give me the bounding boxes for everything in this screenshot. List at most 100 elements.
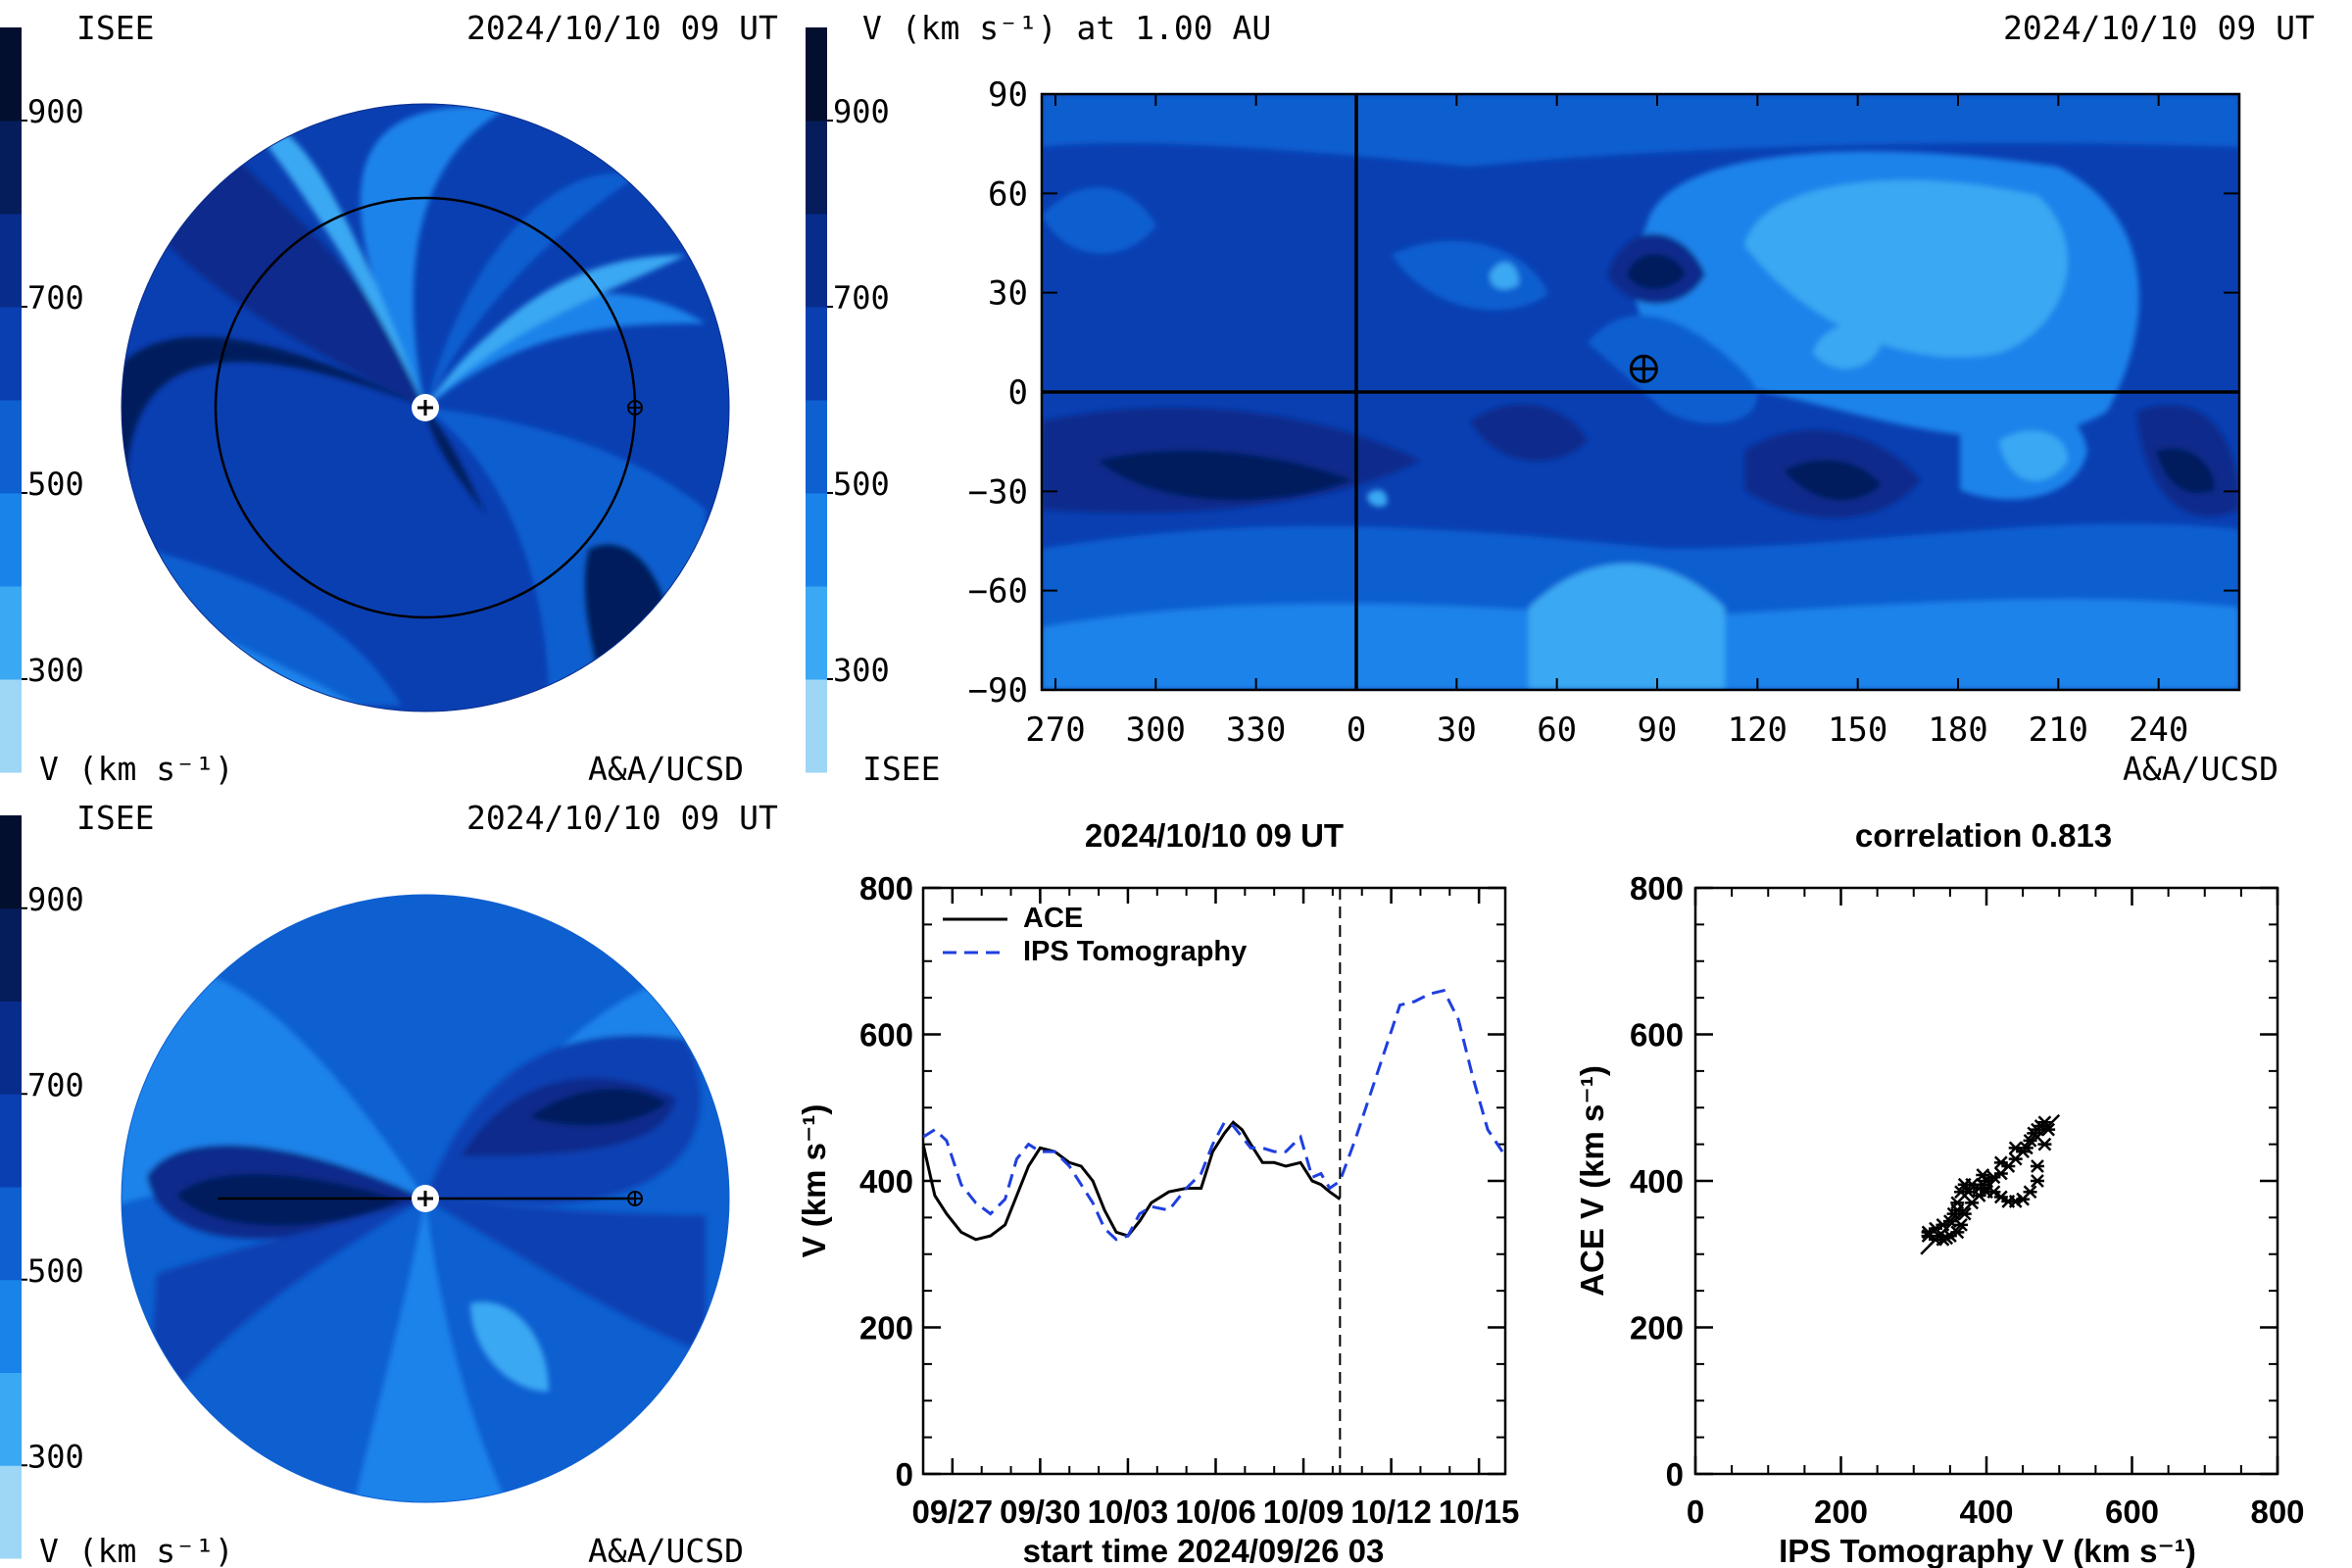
scatter-point bbox=[2041, 1122, 2056, 1137]
timeseries-legend: ACE IPS Tomography bbox=[943, 903, 1247, 967]
y-tick-label: 400 bbox=[1630, 1163, 1684, 1200]
colorbar-swatch bbox=[0, 1094, 22, 1188]
map-x-tick-label: 60 bbox=[1537, 710, 1577, 750]
sun-cross-icon bbox=[417, 400, 433, 416]
series-line-ace bbox=[923, 1120, 1342, 1242]
y-tick-label: 0 bbox=[896, 1456, 913, 1493]
map-y-tick-label: 30 bbox=[988, 274, 1028, 314]
isee-label: ISEE bbox=[76, 9, 154, 47]
scatter-point bbox=[2030, 1174, 2044, 1188]
scatter-point bbox=[1976, 1168, 1990, 1182]
map-x-tick-label: 120 bbox=[1728, 710, 1788, 750]
y-tick-label: 0 bbox=[1666, 1456, 1684, 1493]
minor-tick bbox=[1695, 888, 2278, 1474]
scatter-point bbox=[2037, 1115, 2052, 1130]
map-title: V (km s⁻¹) at 1.00 AU bbox=[862, 9, 1271, 47]
y-tick-label: 400 bbox=[859, 1163, 913, 1200]
minor-tick bbox=[1695, 888, 2278, 1474]
minor-tick bbox=[1695, 888, 2278, 1474]
map-x-tick-label: 210 bbox=[2029, 710, 2088, 750]
sun-cross-icon bbox=[417, 1191, 433, 1206]
x-tick-label: 10/06 bbox=[1175, 1494, 1256, 1530]
timeseries-ticks: 09/27 09/30 10/03 10/06 10/09 10/12 10/15 0 200 4… bbox=[859, 870, 1519, 1530]
y-tick-label: 600 bbox=[859, 1017, 913, 1054]
minor-tick bbox=[1695, 888, 2278, 1474]
scatter-point bbox=[2030, 1159, 2044, 1173]
colorbar-tick-label: 500 bbox=[833, 466, 890, 503]
x-tick-label: 10/03 bbox=[1088, 1494, 1169, 1530]
credit-label: A&A/UCSD bbox=[2123, 750, 2278, 788]
colorbar-meridional bbox=[0, 815, 22, 1559]
units-label: V (km s⁻¹) bbox=[39, 750, 234, 788]
x-tick-label: 600 bbox=[2105, 1494, 2159, 1530]
colorbar-tick-label: 300 bbox=[833, 652, 890, 689]
minor-tick bbox=[1695, 888, 2278, 1474]
y-tick-label: 600 bbox=[1630, 1017, 1684, 1054]
map-y-tick-label: −60 bbox=[968, 572, 1028, 612]
series-line-ips-tomography bbox=[923, 988, 1504, 1242]
map-x-tick-label: 270 bbox=[1025, 710, 1085, 750]
colorbar-swatch bbox=[806, 493, 827, 587]
colorbar-swatch bbox=[0, 1465, 22, 1559]
minor-tick bbox=[1695, 888, 2278, 1474]
colorbar-ticks: 900 700 500 300 bbox=[22, 881, 84, 1475]
x-tick-label: 400 bbox=[1959, 1494, 2013, 1530]
colorbar-swatch bbox=[0, 907, 22, 1002]
colorbar-tick-label: 500 bbox=[27, 1252, 84, 1290]
colorbar-swatch bbox=[806, 679, 827, 773]
timestamp: 2024/10/10 09 UT bbox=[2003, 9, 2315, 47]
colorbar-swatch bbox=[806, 214, 827, 308]
scatter-ticks: 0 200 400 600 800 0 200 400 600 800 bbox=[1630, 870, 2305, 1530]
legend-label-ips: IPS Tomography bbox=[1023, 936, 1247, 967]
colorbar-synoptic bbox=[806, 27, 827, 773]
colorbar-swatch bbox=[0, 1187, 22, 1281]
x-tick-label: 10/09 bbox=[1263, 1494, 1345, 1530]
colorbar-swatch bbox=[806, 27, 827, 122]
minor-tick bbox=[1695, 888, 2278, 1474]
y-tick-label: 800 bbox=[1630, 870, 1684, 906]
colorbar-tick-label: 500 bbox=[27, 466, 84, 503]
map-y-tick-label: 90 bbox=[988, 75, 1028, 115]
colorbar-tick-label: 900 bbox=[833, 93, 890, 130]
colorbar-tick-label: 300 bbox=[27, 652, 84, 689]
timestamp: 2024/10/10 09 UT bbox=[466, 9, 778, 47]
y-tick-label: 200 bbox=[1630, 1310, 1684, 1347]
map-x-tick-label: 150 bbox=[1828, 710, 1887, 750]
y-tick-label: 800 bbox=[859, 870, 913, 906]
x-tick-label: 10/12 bbox=[1350, 1494, 1432, 1530]
colorbar-swatch bbox=[806, 586, 827, 680]
colorbar-swatch bbox=[0, 586, 22, 680]
colorbar-swatch bbox=[0, 1372, 22, 1466]
scatter-title: correlation 0.813 bbox=[1855, 817, 2112, 854]
x-tick-label: 200 bbox=[1814, 1494, 1868, 1530]
minor-tick bbox=[1694, 888, 2278, 1475]
colorbar-swatch bbox=[0, 121, 22, 215]
minor-tick bbox=[1695, 888, 2278, 1474]
colorbar-tick-label: 700 bbox=[27, 1066, 84, 1103]
isee-label: ISEE bbox=[862, 750, 940, 788]
timeseries-title: 2024/10/10 09 UT bbox=[1085, 817, 1344, 854]
x-tick-label: 09/27 bbox=[912, 1494, 994, 1530]
minor-tick bbox=[1695, 887, 2278, 1474]
ecliptic-velocity-map bbox=[122, 104, 729, 711]
colorbar-swatch bbox=[806, 400, 827, 494]
minor-tick bbox=[1695, 888, 2278, 1474]
colorbar-swatch bbox=[0, 493, 22, 587]
scatter-point bbox=[1965, 1196, 1980, 1210]
colorbar-swatch bbox=[0, 307, 22, 401]
scatter-xlabel: IPS Tomography V (km s⁻¹) bbox=[1779, 1533, 2196, 1568]
credit-label: A&A/UCSD bbox=[588, 1532, 744, 1568]
colorbar-tick-label: 700 bbox=[833, 279, 890, 317]
map-x-tick-label: 0 bbox=[1347, 710, 1366, 750]
minor-tick bbox=[1695, 888, 2278, 1474]
legend-label-ace: ACE bbox=[1023, 903, 1083, 934]
map-x-tick-label: 300 bbox=[1126, 710, 1186, 750]
earth-icon bbox=[627, 400, 643, 416]
scatter-point bbox=[1993, 1155, 2008, 1170]
minor-tick bbox=[1695, 888, 2278, 1474]
y-tick-label: 200 bbox=[859, 1310, 913, 1347]
scatter-point bbox=[1961, 1185, 1976, 1200]
colorbar-swatch bbox=[0, 27, 22, 122]
minor-tick bbox=[1695, 888, 2278, 1474]
